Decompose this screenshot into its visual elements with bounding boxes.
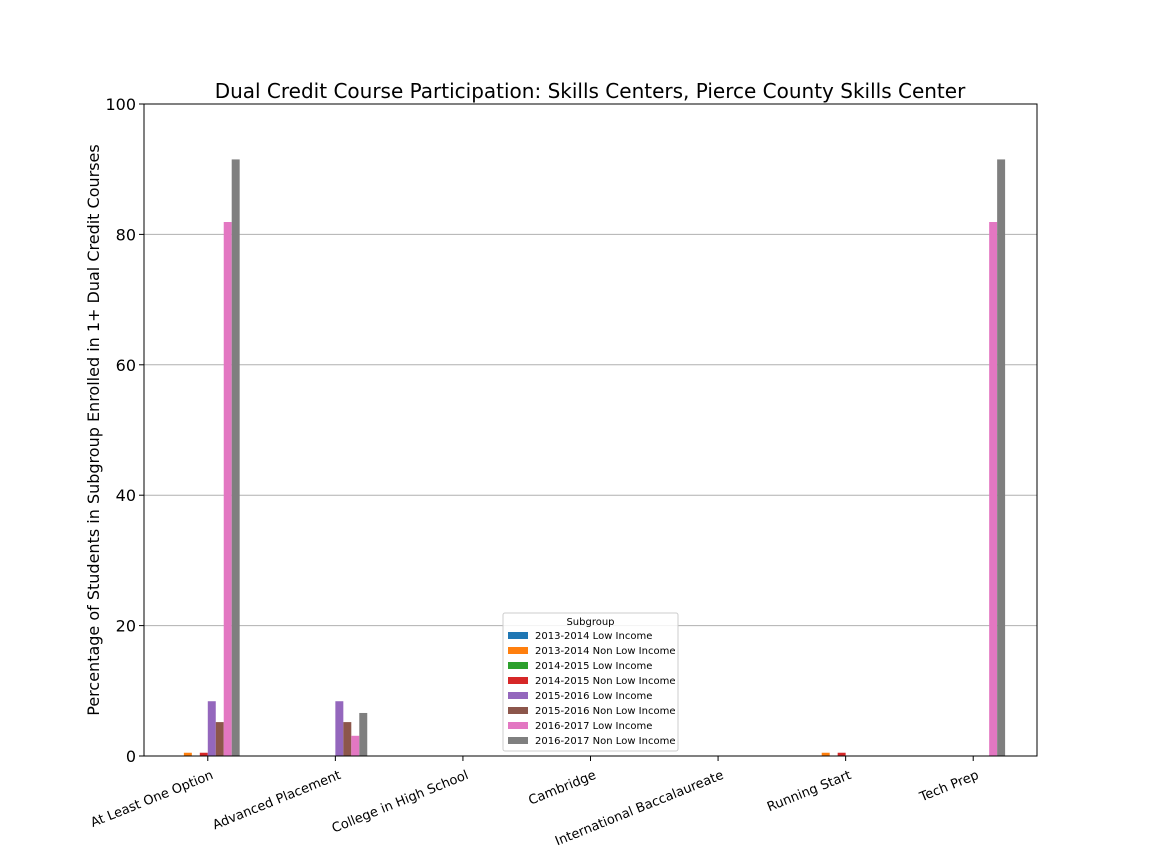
bar (207, 701, 216, 756)
y-tick-label: 80 (116, 225, 136, 244)
legend-swatch (508, 662, 528, 669)
bar (199, 752, 208, 756)
bar (351, 735, 360, 756)
y-tick-label: 60 (116, 356, 136, 375)
bar (837, 752, 846, 756)
bar (989, 222, 998, 757)
grid-lines (144, 233, 1037, 627)
bar (183, 752, 192, 756)
y-axis-label: Percentage of Students in Subgroup Enrol… (84, 144, 103, 715)
legend-entry: 2013-2014 Low Income (535, 631, 652, 642)
y-tick-label: 20 (116, 617, 136, 636)
legend-entry: 2014-2015 Low Income (535, 661, 652, 672)
y-axis: 0 20 40 60 80 100 (105, 95, 144, 766)
legend: Subgroup 2013-2014 Low Income 2013-2014 No… (502, 612, 679, 752)
chart-title: Dual Credit Course Participation: Skills… (215, 79, 966, 103)
legend-swatch (508, 632, 528, 639)
y-tick-label: 40 (116, 486, 136, 505)
legend-title: Subgroup (566, 617, 614, 628)
bars (183, 159, 1006, 757)
bar (223, 222, 232, 757)
bar (231, 159, 240, 757)
y-tick-label: 0 (126, 747, 136, 766)
legend-entry: 2014-2015 Non Low Income (535, 676, 675, 687)
legend-swatch (508, 692, 528, 699)
legend-entry: 2016-2017 Low Income (535, 721, 652, 732)
bar (335, 701, 344, 756)
legend-box (502, 612, 679, 752)
legend-entry: 2013-2014 Non Low Income (535, 646, 675, 657)
legend-swatch (508, 677, 528, 684)
y-tick-label: 100 (105, 95, 136, 114)
bar (997, 159, 1006, 757)
bar (359, 712, 368, 756)
bar (821, 752, 830, 756)
bar (343, 722, 352, 756)
legend-entry: 2015-2016 Low Income (535, 691, 652, 702)
legend-swatch (508, 722, 528, 729)
legend-swatch (508, 647, 528, 654)
legend-swatch (508, 737, 528, 744)
legend-entry: 2016-2017 Non Low Income (535, 736, 675, 747)
bar (215, 722, 224, 756)
legend-swatch (508, 707, 528, 714)
legend-entry: 2015-2016 Non Low Income (535, 706, 675, 717)
